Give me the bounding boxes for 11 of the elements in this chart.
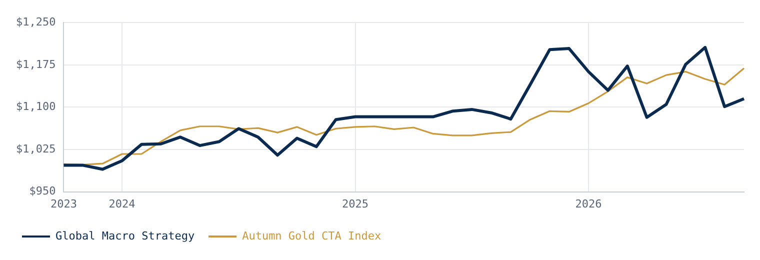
x-tick-label: 2024 bbox=[108, 197, 136, 210]
y-tick-label: $1,025 bbox=[16, 142, 56, 156]
y-tick-label: $1,100 bbox=[16, 100, 56, 114]
legend-label: Autumn Gold CTA Index bbox=[242, 229, 382, 242]
y-tick-label: $1,175 bbox=[16, 58, 56, 71]
y-tick-label: $1,250 bbox=[16, 15, 56, 28]
y-tick-label: $950 bbox=[29, 184, 56, 198]
x-tick-label: 2026 bbox=[575, 197, 602, 210]
x-tick-label: 2023 bbox=[50, 197, 77, 210]
x-tick-label: 2025 bbox=[342, 197, 369, 210]
legend-label: Global Macro Strategy bbox=[56, 229, 195, 242]
